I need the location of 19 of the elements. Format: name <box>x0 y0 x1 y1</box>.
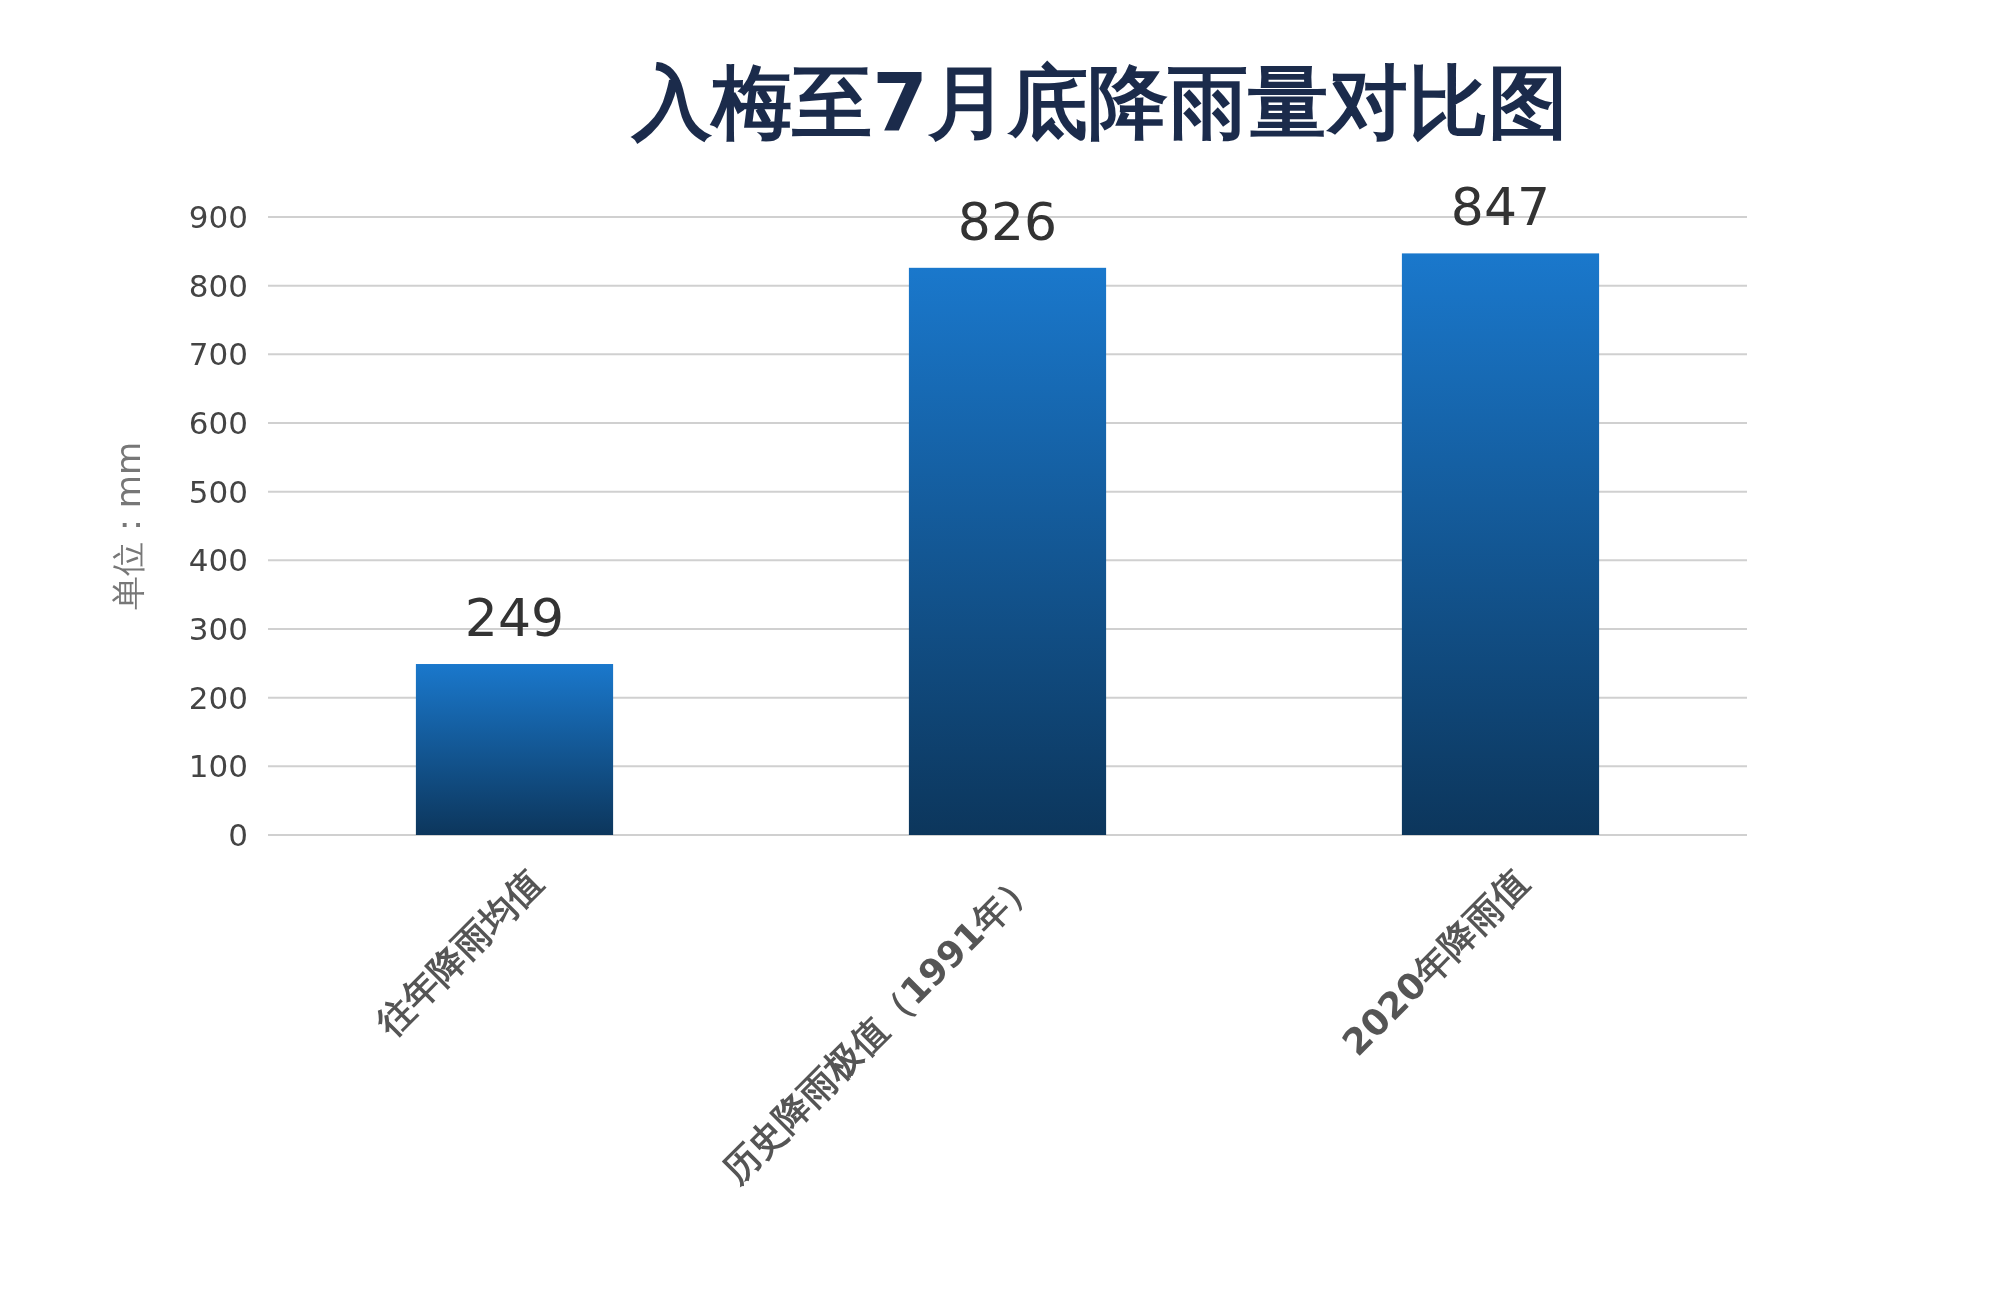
y-tick-label: 900 <box>188 199 248 235</box>
bar <box>1401 253 1600 835</box>
y-tick-label: 200 <box>188 679 248 716</box>
y-tick-label: 100 <box>188 748 248 785</box>
y-tick-label: 800 <box>188 267 248 304</box>
x-tick-label: 往年降雨均值 <box>367 861 551 1045</box>
y-tick-label: 300 <box>188 611 248 647</box>
y-tick-label: 400 <box>188 542 248 579</box>
chart-title: 入梅至7月底降雨量对比图 <box>630 56 1568 149</box>
bar <box>908 267 1107 835</box>
y-tick-label: 600 <box>188 405 248 441</box>
y-tick-label: 700 <box>188 336 248 373</box>
y-tick-label: 0 <box>228 817 248 853</box>
y-axis-title: 单位：mm <box>108 441 148 611</box>
data-label: 826 <box>957 191 1058 252</box>
data-label: 249 <box>464 588 565 649</box>
bar <box>415 664 614 835</box>
data-label: 847 <box>1450 177 1551 238</box>
y-tick-label: 500 <box>188 473 248 510</box>
